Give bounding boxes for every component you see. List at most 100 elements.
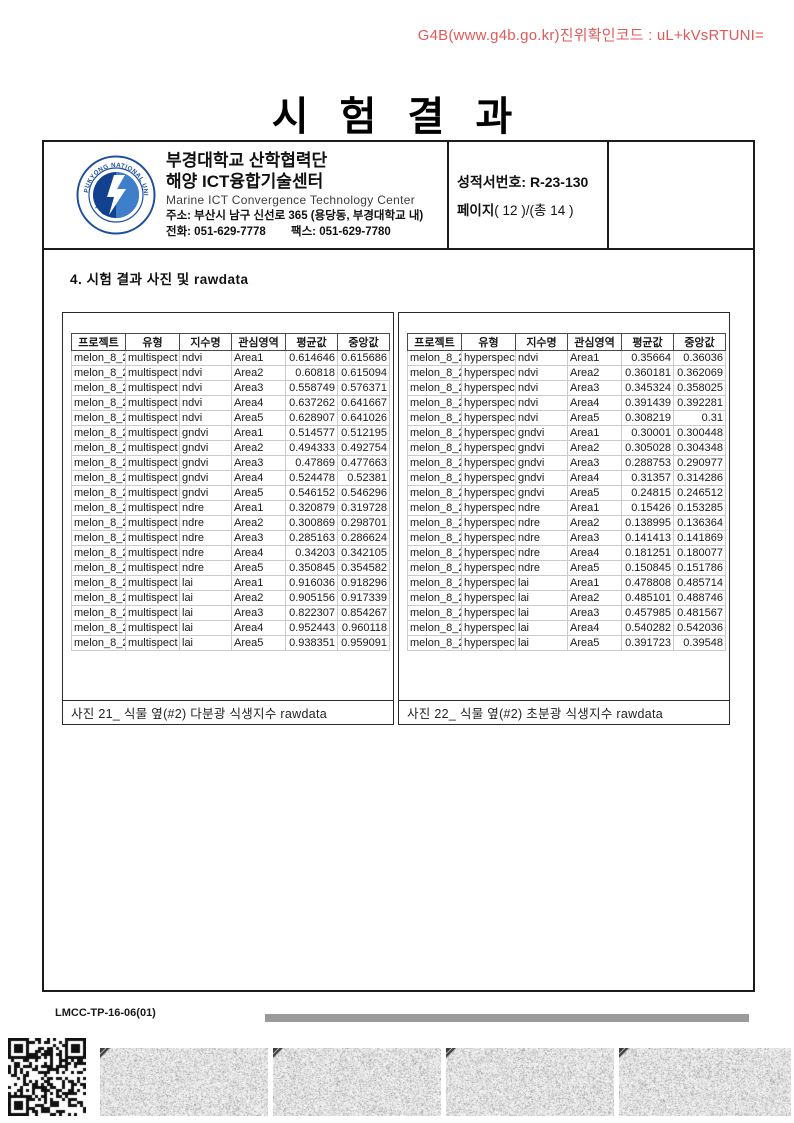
table-row: melon_8_2 multispect lai Area1 0.916036 0.918… [71,575,390,591]
table-cell: 0.916036 [285,575,338,591]
table-cell: melon_8_2 [71,485,126,501]
table-cell: melon_8_2 [71,350,126,366]
rawdata-tables-row: 프로젝트 유형 지수명 관심영역 평균값 중앙값 melon_8_2 multispect n… [62,312,753,725]
table-cell: multispect [125,380,180,396]
table-cell: multispect [125,485,180,501]
table-cell: melon_8_2 [71,530,126,546]
table-cell: Area4 [567,470,622,486]
table-cell: 0.488746 [673,590,726,606]
table-row: melon_8_2 multispect ndvi Area2 0.60818 0.615… [71,365,390,381]
table-cell: hyperspec [461,440,516,456]
table-cell: ndvi [179,380,232,396]
table-cell: 0.47869 [285,455,338,471]
table-cell: multispect [125,635,180,651]
table-cell: Area2 [231,515,286,531]
table-cell: 0.305028 [621,440,674,456]
column-header: 지수명 [515,333,568,351]
table-cell: ndre [515,560,568,576]
table-cell: gndvi [179,470,232,486]
table-cell: Area3 [567,605,622,621]
table-cell: multispect [125,455,180,471]
table-row: melon_8_2 multispect lai Area4 0.952443 0.960… [71,620,390,636]
column-header: 중앙값 [337,333,390,351]
document-form-code: LMCC-TP-16-06(01) [55,1007,156,1019]
table-row: melon_8_2 multispect gndvi Area1 0.514577 0.5… [71,425,390,441]
table-cell: Area5 [231,485,286,501]
section-title: 4. 시험 결과 사진 및 rawdata [70,272,249,287]
table-cell: melon_8_2 [71,380,126,396]
table-cell: Area5 [231,560,286,576]
column-header: 유형 [461,333,516,351]
table-cell: 0.300869 [285,515,338,531]
table-cell: ndvi [179,350,232,366]
table-cell: 0.576371 [337,380,390,396]
table-cell: 0.36036 [673,350,726,366]
column-header: 프로젝트 [407,333,462,351]
table-cell: 0.481567 [673,605,726,621]
table-cell: hyperspec [461,575,516,591]
table-cell: Area3 [231,530,286,546]
table-cell: Area3 [567,380,622,396]
table-row: melon_8_2 multispect ndre Area4 0.34203 0.342… [71,545,390,561]
table-cell: 0.546152 [285,485,338,501]
table-cell: 0.180077 [673,545,726,561]
table-cell: 0.952443 [285,620,338,636]
table-cell: multispect [125,500,180,516]
page-title: 시 험 결 과 [271,95,523,139]
table-cell: 0.141413 [621,530,674,546]
table-cell: hyperspec [461,455,516,471]
table-cell: 0.288753 [621,455,674,471]
table-cell: Area4 [231,620,286,636]
table-row: melon_8_2 hyperspec ndvi Area2 0.360181 0.362… [407,365,726,381]
table-cell: ndre [179,515,232,531]
table-cell: hyperspec [461,545,516,561]
table-cell: Area1 [567,350,622,366]
table-cell: Area1 [567,575,622,591]
table-cell: Area4 [231,545,286,561]
table-cell: 0.524478 [285,470,338,486]
table-row: melon_8_2 hyperspec lai Area4 0.540282 0.5420… [407,620,726,636]
table-cell: 0.512195 [337,425,390,441]
table-cell: melon_8_2 [407,485,462,501]
table-row: melon_8_2 multispect ndvi Area1 0.614646 0.61… [71,350,390,366]
table-cell: 0.917339 [337,590,390,606]
report-frame: PUKYONG NATIONAL UNIVERSITY 부경대학교 부경대학교 … [42,140,755,992]
table-cell: melon_8_2 [71,425,126,441]
table-cell: Area4 [567,620,622,636]
table-cell: multispect [125,425,180,441]
table-row: melon_8_2 hyperspec lai Area1 0.478808 0.4857… [407,575,726,591]
report-number: 성적서번호: R-23-130 [457,172,607,192]
table-cell: Area3 [231,380,286,396]
table-cell: Area2 [567,440,622,456]
table-cell: melon_8_2 [71,575,126,591]
table-cell: 0.960118 [337,620,390,636]
table-cell: 0.485101 [621,590,674,606]
table-cell: multispect [125,410,180,426]
rawdata-box-hyperspectral: 프로젝트 유형 지수명 관심영역 평균값 중앙값 melon_8_2 hyperspec nd… [398,312,730,725]
table-cell: melon_8_2 [71,620,126,636]
table-cell: 0.300448 [673,425,726,441]
table-cell: multispect [125,605,180,621]
table-row: melon_8_2 multispect ndvi Area3 0.558749 0.57… [71,380,390,396]
rawdata-table-multispectral: 프로젝트 유형 지수명 관심영역 평균값 중앙값 melon_8_2 multispect n… [71,333,390,651]
table-cell: melon_8_2 [71,395,126,411]
table-cell: multispect [125,440,180,456]
table-cell: 0.15426 [621,500,674,516]
table-cell: Area3 [231,455,286,471]
table-cell: melon_8_2 [71,470,126,486]
table-cell: melon_8_2 [407,575,462,591]
table-cell: 0.52381 [337,470,390,486]
table-cell: gndvi [515,470,568,486]
table-cell: melon_8_2 [407,425,462,441]
table-cell: lai [179,635,232,651]
table-cell: 0.151786 [673,560,726,576]
scan-noise-strip [446,1048,614,1116]
table-cell: hyperspec [461,395,516,411]
table-cell: melon_8_2 [71,500,126,516]
table-cell: ndre [179,500,232,516]
table-cell: Area4 [567,395,622,411]
table-cell: multispect [125,515,180,531]
table-header-row: 프로젝트 유형 지수명 관심영역 평균값 중앙값 [71,333,390,351]
column-header: 관심영역 [231,333,286,351]
photo-caption-22: 사진 22_ 식물 옆(#2) 초분광 식생지수 rawdata [399,700,729,724]
